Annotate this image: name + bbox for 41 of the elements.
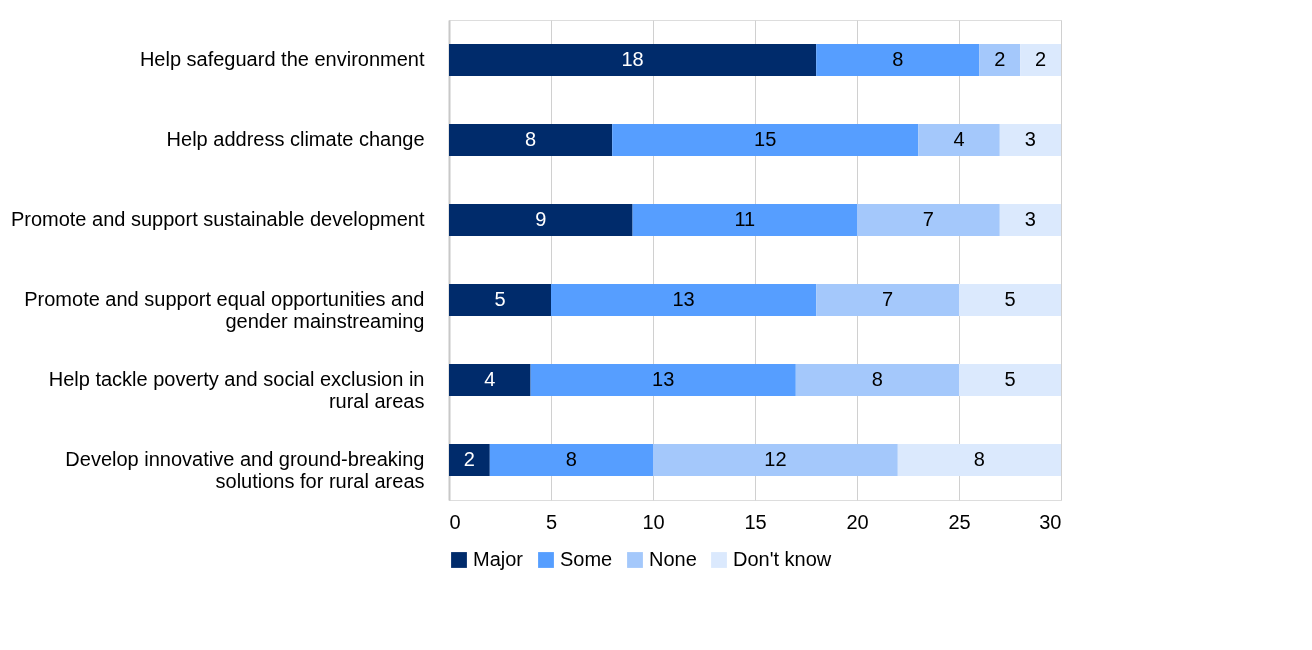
data-label: 3: [1024, 208, 1036, 230]
legend-label: None: [649, 548, 697, 570]
x-tick-label: 30: [1039, 510, 1062, 533]
x-tick-label: 10: [642, 510, 665, 533]
data-label: 3: [1024, 128, 1036, 150]
data-label: 5: [1004, 288, 1016, 310]
x-tick-label: 15: [744, 510, 767, 533]
data-label: 8: [871, 368, 883, 390]
x-tick-label: 20: [846, 510, 869, 533]
data-label: 2: [994, 48, 1006, 70]
data-label: 4: [484, 368, 496, 390]
x-tick-label: 5: [545, 510, 558, 533]
data-label: 13: [672, 288, 695, 310]
y-tick-label: Help tackle poverty and social exclusion in rural areas: [48, 368, 425, 412]
data-label: 4: [953, 128, 965, 150]
data-label: 8: [973, 448, 985, 470]
data-label: 12: [764, 448, 787, 470]
data-label: 11: [734, 208, 756, 230]
data-label: 15: [754, 128, 777, 150]
y-tick-label: Help safeguard the environment: [139, 48, 425, 70]
data-label: 7: [882, 288, 894, 310]
y-tick-label: Develop innovative and ground-breaking solutions for rural areas: [65, 448, 425, 492]
data-label: 9: [535, 208, 547, 230]
y-tick-label: Promote and support equal opportunities and gender mainstreaming: [24, 288, 425, 332]
x-tick-label: 0: [449, 510, 461, 533]
data-label: 18: [621, 48, 644, 70]
data-label: 5: [494, 288, 506, 310]
data-label: 8: [565, 448, 577, 470]
y-tick-label: Help address climate change: [166, 128, 425, 150]
data-label: 8: [525, 128, 537, 150]
legend-label: Don't know: [733, 548, 832, 570]
data-label: 7: [922, 208, 934, 230]
data-label: 2: [463, 448, 475, 470]
data-label: 13: [652, 368, 675, 390]
legend-label: Some: [560, 548, 613, 570]
data-label: 8: [892, 48, 904, 70]
y-tick-label: Promote and support sustainable development: [10, 208, 425, 230]
x-tick-label: 25: [948, 510, 971, 533]
data-label: 5: [1004, 368, 1016, 390]
data-label: 2: [1035, 48, 1047, 70]
legend-label: Major: [473, 548, 524, 570]
